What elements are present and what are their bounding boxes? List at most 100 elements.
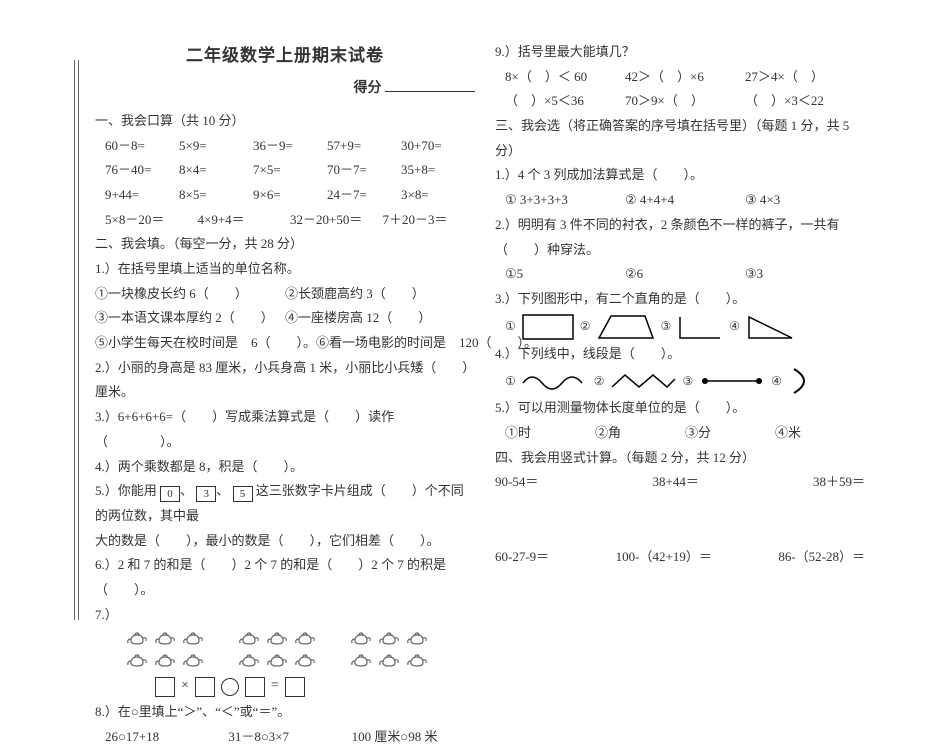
- s3q3l2: ②: [580, 315, 591, 338]
- s3q4l1: ①: [505, 370, 516, 393]
- s2q1i1: ①一块橡皮长约 6（ ）: [95, 282, 285, 307]
- right-column: 9.）括号里最大能填几？ 8×（ ）＜ 60 42＞（ ）×6 27＞4×（ ）…: [495, 40, 865, 570]
- s1-row1: 60－8= 5×9= 36－9= 57+9= 30+70=: [105, 134, 475, 159]
- s1-row2: 76－40= 8×4= 7×5= 70－7= 35+8=: [105, 158, 475, 183]
- s1r4c4: 7＋20－3＝: [383, 208, 476, 233]
- teapot-icon: [237, 629, 261, 647]
- eq-box-2[interactable]: [195, 677, 215, 697]
- card-5: 5: [233, 486, 253, 502]
- s4r2c1: 60-27-9＝: [495, 545, 549, 570]
- s4-row1: 90-54＝ 38+44＝ 38＋59＝: [495, 470, 865, 495]
- score-underline[interactable]: [385, 77, 475, 92]
- binding-line-2: [74, 60, 75, 620]
- eq-box-1[interactable]: [155, 677, 175, 697]
- s2q4: 4.）两个乘数都是 8，积是（ ）。: [95, 455, 475, 480]
- s1r4c3: 32－20+50＝: [290, 208, 383, 233]
- eq-box-4[interactable]: [285, 677, 305, 697]
- s2q9-heading: 9.）括号里最大能填几？: [495, 40, 865, 65]
- s1r3c4: 24－7=: [327, 183, 401, 208]
- s2q1-row2: ③一本语文课本厚约 2（ ） ④一座楼房高 12（ ）: [95, 306, 475, 331]
- section-2-heading: 二、我会填。（每空一分，共 28 分）: [95, 232, 475, 257]
- s2q7: 7.）: [95, 603, 475, 628]
- s2q1-row1: ①一块橡皮长约 6（ ） ②长颈鹿高约 3（ ）: [95, 282, 475, 307]
- teapot-icon: [293, 629, 317, 647]
- s2q5-a: 5.）你能用: [95, 483, 157, 498]
- teapot-row: [95, 629, 475, 669]
- teapot-icon: [181, 629, 205, 647]
- q9r2c2: 70＞9×（ ）: [625, 89, 745, 114]
- s1r1c3: 36－9=: [253, 134, 327, 159]
- q9r1c1: 8×（ ）＜ 60: [505, 65, 625, 90]
- vertical-calc-space-1: [495, 495, 865, 545]
- s1-row3: 9+44= 8×5= 9×6= 24－7= 3×8=: [105, 183, 475, 208]
- teapot-icon: [181, 651, 205, 669]
- s1r4c1: 5×8－20＝: [105, 208, 198, 233]
- q9r2c1: （ ）×5＜36: [505, 89, 625, 114]
- section-4-heading: 四、我会用竖式计算。（每题 2 分，共 12 分）: [495, 446, 865, 471]
- teapot-icon: [265, 629, 289, 647]
- s3q1-opts: ① 3+3+3+3 ② 4+4+4 ③ 4×3: [495, 188, 865, 213]
- wavy-line-icon: [520, 369, 590, 393]
- s2q8i3: 100 厘米○98 米: [352, 725, 475, 749]
- s1r1c4: 57+9=: [327, 134, 401, 159]
- s3q3l4: ④: [729, 315, 740, 338]
- s3q5o1: ①时: [505, 421, 595, 446]
- s2q6: 6.）2 和 7 的和是（ ）2 个 7 的和是（ ）2 个 7 的积是（ ）。: [95, 553, 475, 602]
- exam-page: 二年级数学上册期末试卷 得分 一、我会口算（共 10 分） 60－8= 5×9=…: [0, 0, 945, 668]
- s3q3-stem: 3.）下列图形中，有二个直角的是（ ）。: [495, 287, 865, 312]
- section-1-heading: 一、我会口算（共 10 分）: [95, 109, 475, 134]
- s3q1o2: ② 4+4+4: [625, 188, 745, 213]
- s1r2c5: 35+8=: [401, 158, 475, 183]
- s3q1o1: ① 3+3+3+3: [505, 188, 625, 213]
- s2q1i5: ⑤小学生每天在校时间是 6（ ）。: [95, 331, 316, 356]
- s3q4l2: ②: [594, 370, 605, 393]
- teapot-icon: [377, 629, 401, 647]
- exam-title: 二年级数学上册期末试卷: [95, 40, 475, 72]
- eq-box-3[interactable]: [245, 677, 265, 697]
- score-label: 得分: [354, 81, 382, 96]
- s3q4l4: ④: [771, 370, 782, 393]
- s1r4c2: 4×9+4＝: [198, 208, 291, 233]
- teapot-icon: [125, 629, 149, 647]
- card-3: 3: [196, 486, 216, 502]
- angle-icon: [675, 312, 725, 342]
- s3q2o2: ②6: [625, 262, 745, 287]
- s1r2c4: 70－7=: [327, 158, 401, 183]
- s2q8-row: 26○17+18 31－8○3×7 100 厘米○98 米: [95, 725, 475, 749]
- s1r3c5: 3×8=: [401, 183, 475, 208]
- s4r1c3: 38＋59＝: [813, 470, 865, 495]
- q9r1c2: 42＞（ ）×6: [625, 65, 745, 90]
- score-line: 得分: [95, 76, 475, 103]
- s3q5-opts: ①时 ②角 ③分 ④米: [495, 421, 865, 446]
- s2q1-prompt: 1.）在括号里填上适当的单位名称。: [95, 257, 475, 282]
- s1r1c2: 5×9=: [179, 134, 253, 159]
- s4r2c2: 100-（42+19）＝: [616, 545, 712, 570]
- card-0: 0: [160, 486, 180, 502]
- eq-circle[interactable]: [221, 678, 239, 696]
- s2q3: 3.）6+6+6+6=（ ）写成乘法算式是（ ）读作（ ）。: [95, 405, 475, 454]
- zigzag-line-icon: [609, 369, 679, 393]
- trapezoid-icon: [595, 312, 657, 342]
- s3q2-stem: 2.）明明有 3 件不同的衬衣，2 条颜色不一样的裤子，一共有（ ）种穿法。: [495, 213, 865, 262]
- right-triangle-icon: [744, 312, 798, 342]
- segment-icon: [697, 369, 767, 393]
- s3q1o3: ③ 4×3: [745, 188, 865, 213]
- s3q5o3: ③分: [685, 421, 775, 446]
- teapot-group-2: [237, 629, 327, 669]
- teapot-icon: [405, 651, 429, 669]
- teapot-group-3: [349, 629, 439, 669]
- section-3-heading: 三、我会选（将正确答案的序号填在括号里）（每题 1 分，共 5 分）: [495, 114, 865, 163]
- s3q1-stem: 1.）4 个 3 列成加法算式是（ ）。: [495, 163, 865, 188]
- s3q3-shapes: ① ② ③ ④: [495, 312, 865, 342]
- s3q4-shapes: ① ② ③ ④: [495, 366, 865, 396]
- s2q5-line1: 5.）你能用 0、 3、 5 这三张数字卡片组成（ ）个不同的两位数，其中最: [95, 479, 475, 528]
- s1r1c1: 60－8=: [105, 134, 179, 159]
- s4-row2: 60-27-9＝ 100-（42+19）＝ 86-（52-28）＝: [495, 545, 865, 570]
- s1r3c3: 9×6=: [253, 183, 327, 208]
- teapot-icon: [125, 651, 149, 669]
- s3q4-stem: 4.）下列线中，线段是（ ）。: [495, 342, 865, 367]
- s1-row4: 5×8－20＝ 4×9+4＝ 32－20+50＝ 7＋20－3＝: [105, 208, 475, 233]
- s4r1c2: 38+44＝: [652, 470, 698, 495]
- teapot-icon: [293, 651, 317, 669]
- s1r3c2: 8×5=: [179, 183, 253, 208]
